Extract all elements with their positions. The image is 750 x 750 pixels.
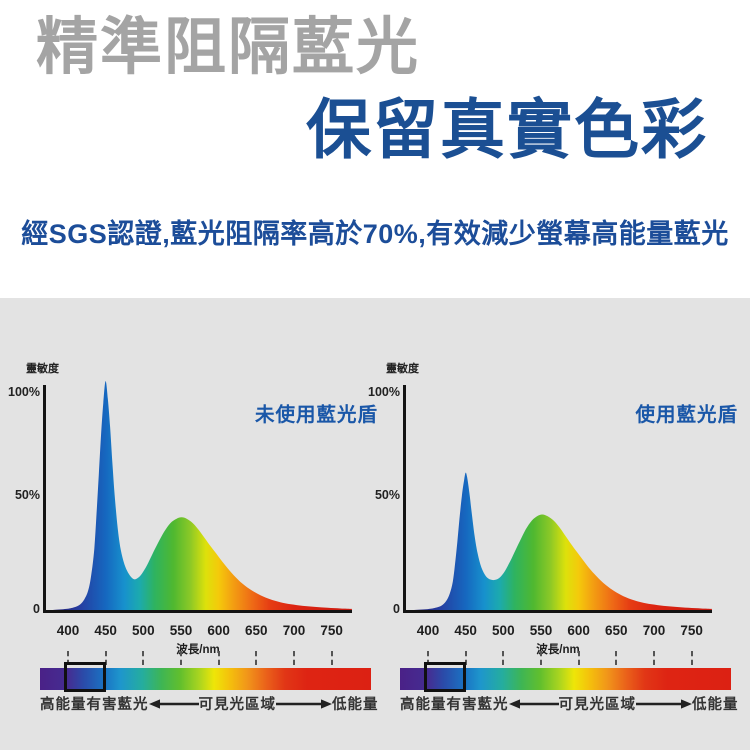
colorbar-labels: 高能量有害藍光 可見光區域 低能量 bbox=[400, 693, 738, 714]
chart-title: 未使用藍光盾 bbox=[254, 404, 378, 426]
y-axis-label: 靈敏度 bbox=[26, 363, 59, 375]
label-high-energy-blue-light: 高能量有害藍光 bbox=[40, 697, 149, 713]
colorbar-tick-dash bbox=[255, 651, 258, 665]
colorbar-tick-dash bbox=[577, 651, 580, 665]
x-tick-label: 400 bbox=[56, 623, 80, 638]
colorbar-tick-dash bbox=[652, 651, 655, 665]
arrow-right-icon bbox=[636, 698, 692, 709]
x-tick-label: 450 bbox=[454, 623, 477, 638]
x-tick-label: 500 bbox=[492, 623, 515, 638]
colorbar-tick-dash bbox=[217, 651, 220, 665]
x-axis-line bbox=[403, 610, 712, 613]
spectrum-curve bbox=[412, 472, 712, 610]
colorbar-tick-dash bbox=[615, 651, 618, 665]
label-visible-light-region: 可見光區域 bbox=[198, 697, 276, 713]
colorbar-tick-dash bbox=[690, 651, 693, 665]
sgs-certification-text: 經SGS認證,藍光阻隔率高於70%,有效減少螢幕高能量藍光 bbox=[21, 219, 729, 249]
x-tick-label: 650 bbox=[245, 623, 268, 638]
colorbar-tick-dash bbox=[502, 651, 505, 665]
y-axis-label: 靈敏度 bbox=[386, 363, 419, 375]
arrow-left-icon bbox=[148, 698, 199, 709]
label-low-energy: 低能量 bbox=[692, 697, 739, 713]
y-tick-100: 100% bbox=[368, 385, 400, 399]
chart-title: 使用藍光盾 bbox=[635, 404, 738, 426]
x-tick-label: 500 bbox=[132, 623, 155, 638]
x-tick-label: 550 bbox=[169, 623, 193, 638]
x-tick-label: 600 bbox=[207, 623, 230, 638]
x-axis-title: 波長/nm bbox=[536, 644, 580, 656]
x-tick-label: 550 bbox=[529, 623, 553, 638]
arrow-right-icon bbox=[276, 698, 332, 709]
blue-light-highlight-box bbox=[424, 662, 466, 692]
colorbar-tick-dash bbox=[104, 651, 107, 665]
x-tick-label: 700 bbox=[642, 623, 666, 638]
x-tick-label: 700 bbox=[282, 623, 306, 638]
x-axis-title: 波長/nm bbox=[176, 644, 220, 656]
colorbar-tick-dash bbox=[67, 651, 69, 665]
colorbar-tick-dash bbox=[427, 651, 429, 665]
colorbar-tick-dash bbox=[539, 651, 542, 665]
colorbar-tick-dash bbox=[330, 651, 333, 665]
x-tick-label: 450 bbox=[94, 623, 117, 638]
blue-light-highlight-box bbox=[64, 662, 106, 692]
y-tick-0: 0 bbox=[33, 602, 40, 616]
colorbar-tick-dash bbox=[179, 651, 182, 665]
y-tick-50: 50% bbox=[14, 488, 40, 502]
headline-blue: 保留真實色彩 bbox=[306, 93, 709, 166]
spectrum-chart-without-shield: 未使用藍光盾 靈敏度 100% 50% 0 400 450 500 550 600 650… bbox=[8, 363, 378, 714]
x-tick-label: 400 bbox=[416, 623, 440, 638]
colorbar-labels: 高能量有害藍光 可見光區域 低能量 bbox=[40, 693, 378, 714]
y-tick-0: 0 bbox=[393, 602, 400, 616]
x-tick-label: 750 bbox=[680, 623, 703, 638]
x-tick-label: 650 bbox=[605, 623, 628, 638]
x-tick-label: 600 bbox=[567, 623, 590, 638]
label-high-energy-blue-light: 高能量有害藍光 bbox=[400, 697, 509, 713]
wavelength-colorbar bbox=[40, 668, 371, 690]
colorbar-tick-dash bbox=[292, 651, 295, 665]
spectrum-curve bbox=[52, 381, 352, 610]
x-tick-label: 750 bbox=[320, 623, 343, 638]
x-axis-line bbox=[43, 610, 352, 613]
arrow-left-icon bbox=[508, 698, 559, 709]
label-low-energy: 低能量 bbox=[332, 697, 379, 713]
spectrum-chart-with-shield: 使用藍光盾 靈敏度 100% 50% 0 400 450 500 550 600 650 7… bbox=[360, 0, 750, 750]
y-axis-line bbox=[43, 385, 46, 612]
colorbar-tick-dash bbox=[142, 651, 145, 665]
headline-gray: 精準阻隔藍光 bbox=[36, 13, 421, 82]
y-axis-line bbox=[403, 385, 406, 612]
y-tick-100: 100% bbox=[8, 385, 40, 399]
wavelength-colorbar bbox=[400, 668, 731, 690]
label-visible-light-region: 可見光區域 bbox=[558, 697, 636, 713]
y-tick-50: 50% bbox=[374, 488, 400, 502]
colorbar-tick-dash bbox=[464, 651, 467, 665]
